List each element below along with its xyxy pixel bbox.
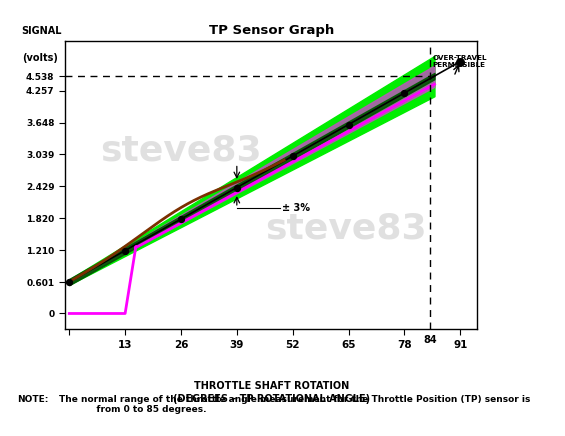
Text: steve83: steve83 — [264, 211, 426, 245]
Point — [288, 153, 297, 160]
Text: SIGNAL: SIGNAL — [21, 26, 62, 36]
Point — [232, 184, 241, 191]
Point — [344, 121, 353, 128]
Text: steve83: steve83 — [99, 134, 261, 168]
Point — [400, 89, 409, 96]
Text: The normal range of the throttle angle measurement for the Throttle Position (TP: The normal range of the throttle angle m… — [59, 395, 531, 414]
Text: THROTTLE SHAFT ROTATION
(DEGREES – TP ROTATIONAL ANGLE): THROTTLE SHAFT ROTATION (DEGREES – TP RO… — [173, 381, 370, 404]
Point — [65, 279, 74, 286]
Point — [176, 215, 185, 222]
Text: 84: 84 — [423, 335, 437, 345]
Point — [456, 58, 465, 65]
Text: NOTE:: NOTE: — [17, 395, 49, 404]
Text: ± 3%: ± 3% — [282, 203, 310, 213]
Point — [120, 247, 129, 254]
Text: (volts): (volts) — [21, 53, 58, 63]
Title: TP Sensor Graph: TP Sensor Graph — [208, 24, 334, 37]
Text: OVER-TRAVEL
PERMISSIBLE: OVER-TRAVEL PERMISSIBLE — [432, 54, 487, 68]
